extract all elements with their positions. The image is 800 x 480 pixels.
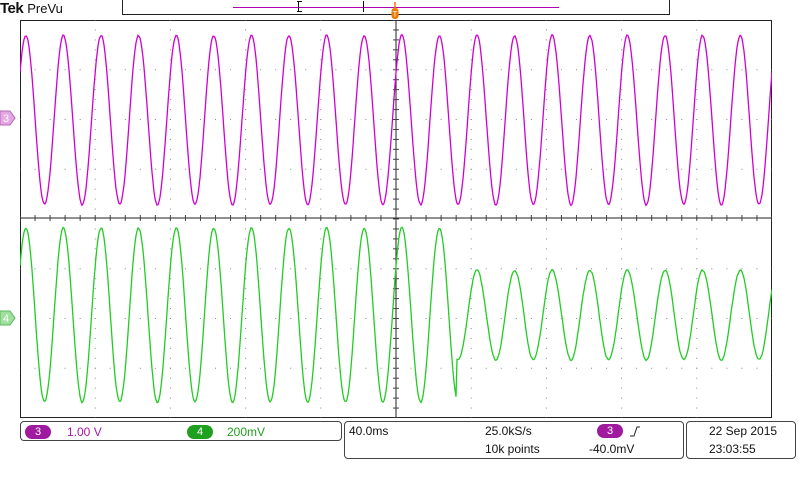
ch4-ground-marker[interactable]: 4 [0,310,16,326]
record-view-window[interactable] [297,1,364,12]
sample-rate: 25.0kS/s [485,424,532,438]
vertical-settings-readout[interactable]: 3 1.00 V 4 200mV [20,421,342,441]
ch3-scale[interactable]: 1.00 V [67,425,102,439]
center-ticks [20,20,772,418]
trigger-level[interactable]: -40.0mV [589,442,635,456]
trigger-source-badge[interactable]: 3 [597,424,623,438]
waveform-display [20,20,772,418]
acquisition-mode-label: PreVu [27,1,63,16]
horizontal-trigger-readout[interactable]: 40.0ms 25.0kS/s 10k points 3 -40.0mV [344,421,684,459]
record-track [233,7,559,8]
rising-edge-icon [630,426,640,437]
date-time-readout: 22 Sep 2015 23:03:55 [686,421,796,459]
time-per-division[interactable]: 40.0ms [349,424,389,438]
ch4-badge[interactable]: 4 [187,425,213,439]
time-label: 23:03:55 [709,442,756,456]
brand-header: Tek PreVu [0,0,63,20]
svg-text:4: 4 [3,313,9,325]
record-length: 10k points [485,442,540,456]
trigger-position-icon[interactable]: T [391,2,399,20]
ch3-waveform [20,33,772,207]
brand-logo: Tek [0,0,24,17]
ch3-badge[interactable]: 3 [25,425,51,439]
svg-text:3: 3 [3,113,9,125]
date-label: 22 Sep 2015 [709,424,778,438]
svg-text:T: T [393,10,398,19]
graticule [20,20,772,418]
ch4-scale[interactable]: 200mV [227,425,266,439]
ch3-ground-marker[interactable]: 3 [0,110,16,126]
ch4-waveform [20,226,772,404]
